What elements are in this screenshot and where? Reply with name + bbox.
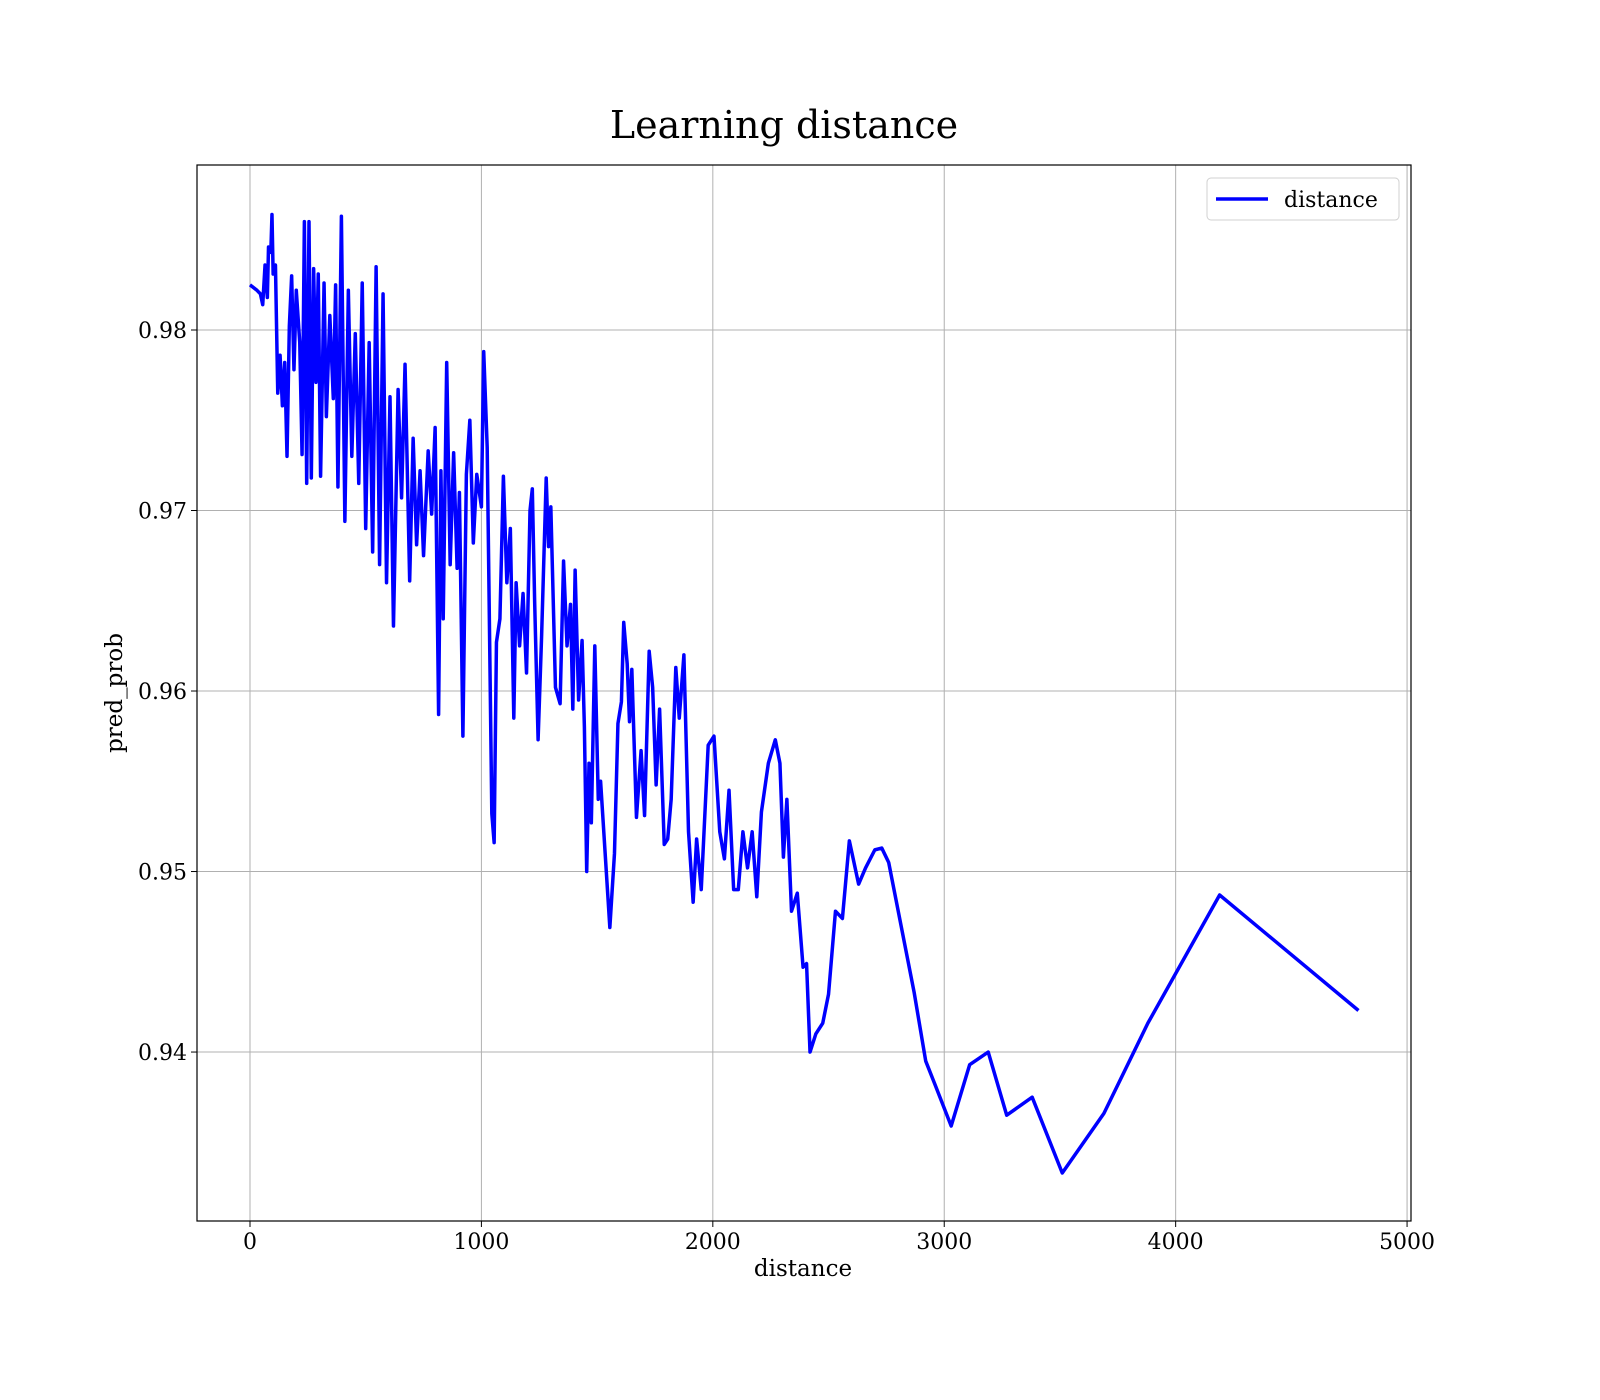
x-tick-label: 5000	[1379, 1230, 1435, 1255]
y-tick-label: 0.94	[138, 1041, 187, 1066]
chart-title: Learning distance	[610, 103, 958, 147]
legend-box	[1206, 177, 1400, 221]
x-tick-label: 0	[243, 1230, 257, 1255]
y-tick-label: 0.97	[138, 500, 187, 525]
plot-frame	[196, 164, 1412, 1222]
x-tick-label: 2000	[685, 1230, 741, 1255]
y-tick-label: 0.96	[138, 680, 187, 705]
line-series	[248, 212, 1360, 1175]
x-tick-label: 3000	[916, 1230, 972, 1255]
y-tick-label: 0.95	[138, 861, 187, 886]
legend-label: distance	[1284, 188, 1378, 213]
y-tick-label: 0.98	[138, 319, 187, 344]
x-tick-label: 4000	[1148, 1230, 1204, 1255]
x-axis-label: distance	[754, 1256, 852, 1282]
x-tick-label: 1000	[453, 1230, 509, 1255]
y-axis-label: pred_prob	[102, 633, 128, 753]
